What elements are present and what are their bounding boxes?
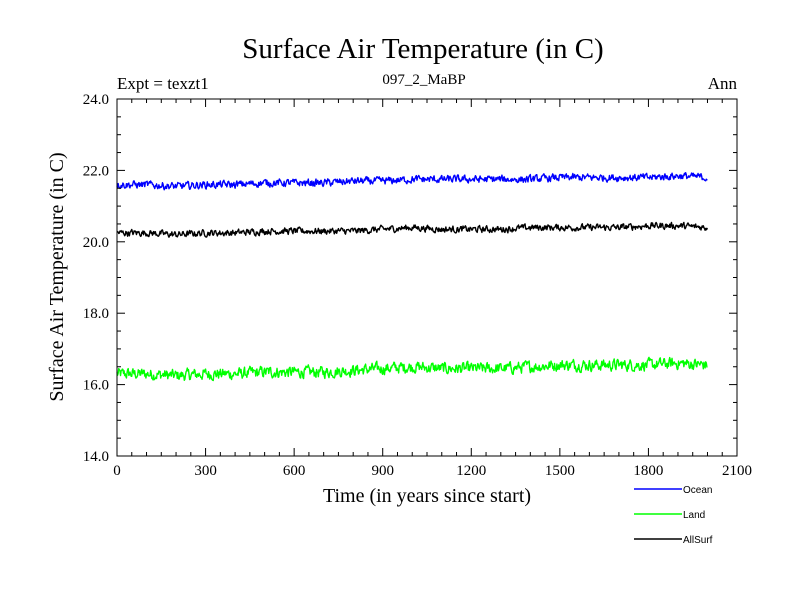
legend: Ocean Land AllSurf	[634, 485, 713, 546]
y-tick-label: 16.0	[83, 378, 109, 394]
y-tick-label: 14.0	[83, 449, 109, 465]
series-line-allsurf	[116, 221, 709, 238]
experiment-label: Expt = texzt1	[117, 74, 209, 93]
x-tick-label: 2100	[722, 463, 752, 479]
x-tick-label: 600	[283, 463, 306, 479]
legend-label-ocean: Ocean	[683, 485, 712, 496]
x-tick-label: 900	[371, 463, 394, 479]
y-tick-label: 18.0	[83, 306, 109, 322]
series-line-ocean	[116, 171, 708, 191]
y-tick-label: 20.0	[83, 235, 109, 251]
x-tick-label: 1500	[545, 463, 575, 479]
tick-labels-layer: 0 300 600 900 1200 1500 1800 2100 14.0 16.0 18.0 20…	[83, 92, 752, 479]
season-label: Ann	[708, 74, 738, 93]
x-axis-label: Time (in years since start)	[323, 485, 531, 507]
series-layer	[116, 171, 709, 382]
y-tick-label: 24.0	[83, 92, 109, 108]
chart-subtitle: 097_2_MaBP	[382, 72, 465, 88]
x-tick-label: 1200	[456, 463, 486, 479]
chart-title: Surface Air Temperature (in C)	[242, 33, 603, 65]
y-tick-label: 22.0	[83, 163, 109, 179]
x-tick-label: 1800	[633, 463, 663, 479]
y-axis-label: Surface Air Temperature (in C)	[46, 152, 68, 401]
plot-frame	[116, 98, 738, 457]
legend-label-allsurf: AllSurf	[683, 535, 713, 546]
x-tick-label: 300	[194, 463, 217, 479]
legend-label-land: Land	[683, 510, 705, 521]
series-line-land	[116, 356, 708, 382]
x-tick-label: 0	[113, 463, 121, 479]
ticks-layer	[116, 98, 738, 457]
